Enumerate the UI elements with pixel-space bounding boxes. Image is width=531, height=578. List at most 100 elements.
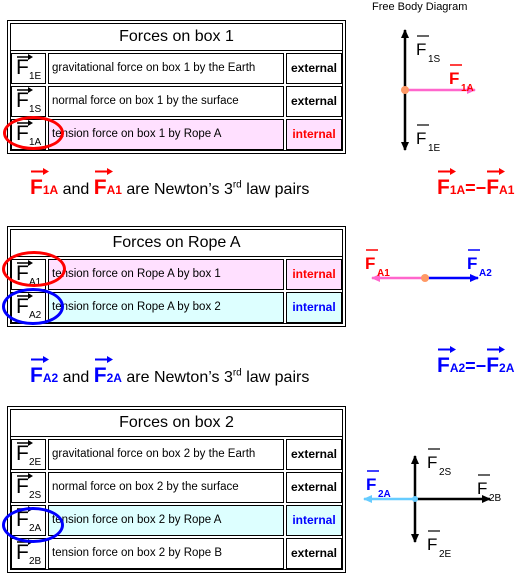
force-description: tension force on Rope A by box 1 [48, 259, 284, 290]
force-letter: F [93, 176, 107, 199]
table-row: F 2B tension force on box 2 by Rope B ex… [11, 536, 342, 569]
force-description: gravitational force on box 2 by the Eart… [48, 439, 284, 470]
force-letter: F [449, 69, 459, 88]
object-dot [401, 86, 409, 94]
force-letter: F [416, 129, 426, 148]
force-letter: F [486, 176, 500, 199]
force-kind: external [286, 53, 342, 84]
fbd-title: Free Body Diagram [372, 1, 468, 13]
force-subscript: 1E [428, 143, 441, 154]
force-kind: internal [286, 119, 342, 150]
force-subscript: 1S [428, 54, 441, 65]
vector-arrow-icon [94, 356, 113, 363]
force-letter: F [467, 254, 477, 273]
force-letter: F [416, 40, 426, 59]
force-subscript: A2 [42, 371, 59, 385]
force-description: tension force on box 1 by Rope A [48, 119, 284, 150]
force-description: tension force on box 2 by Rope A [48, 505, 284, 536]
force-kind: external [286, 439, 342, 470]
table-row: F 2E gravitational force on box 2 by the… [11, 437, 342, 470]
force-letter: F [365, 254, 375, 273]
vector-arrow-icon [487, 168, 506, 175]
force-letter: F [30, 176, 43, 199]
vector-arrow-icon [31, 356, 49, 363]
force-symbol: F 2B [11, 538, 46, 569]
force-letter: F [16, 541, 29, 564]
object-dot [421, 274, 429, 282]
force-letter: F [437, 176, 450, 199]
force-subscript: A1 [499, 183, 515, 197]
force-subscript: 1A [42, 183, 59, 197]
vector-arrow-icon [487, 346, 506, 353]
force-kind: external [286, 472, 342, 503]
force-kind: external [286, 538, 342, 569]
panel-title: Forces on Rope A [11, 230, 342, 257]
force-subscript: 2E [439, 549, 452, 560]
law-tail: law pairs [246, 181, 310, 198]
force-kind: internal [286, 505, 342, 536]
force-description: normal force on box 2 by the surface [48, 472, 284, 503]
fbd-rope-a: F A1 F A2 [365, 249, 492, 282]
force-subscript: A1 [106, 183, 122, 197]
force-subscript: 2A [106, 371, 122, 385]
force-letter: F [93, 364, 107, 387]
vector-left: F1A [30, 168, 59, 200]
fbd-box1: F 1S F 1E F 1A [401, 29, 476, 154]
force-letter: F [16, 56, 29, 79]
and-text: and [62, 369, 90, 386]
object-dot [412, 496, 418, 502]
force-symbol: F 1S [11, 86, 46, 117]
force-subscript: 2A [499, 361, 515, 375]
ordinal-sup: rd [232, 179, 242, 191]
vector-right: FA1 [486, 168, 515, 200]
force-subscript: 1A [449, 183, 466, 197]
vector-left: F1A [437, 168, 466, 200]
law-tail: law pairs [246, 369, 310, 386]
vector-arrow-icon [31, 168, 49, 175]
force-subscript: 2E [29, 457, 42, 468]
equals-minus: =− [465, 356, 487, 376]
highlight-oval-red [2, 251, 66, 287]
vector-arrow-icon [94, 168, 113, 175]
vector-left: FA2 [30, 356, 59, 388]
force-subscript: 2S [29, 490, 42, 501]
force-subscript: 1E [29, 71, 42, 82]
vector-right: FA1 [93, 168, 122, 200]
panel-title: Forces on box 1 [11, 24, 342, 51]
equation-2: FA2=− F2A [437, 346, 515, 378]
vector-right: F2A [486, 346, 515, 378]
table-row: F 1S normal force on box 1 by the surfac… [11, 84, 342, 117]
force-description: tension force on box 2 by Rope B [48, 538, 284, 569]
ordinal-sup: rd [232, 367, 242, 379]
force-letter: F [427, 453, 437, 472]
force-letter: F [16, 89, 29, 112]
vector-arrow-icon [17, 473, 33, 479]
table-row: F A1 tension force on Rope A by box 1 in… [11, 257, 342, 290]
vector-arrow-icon [17, 87, 33, 93]
force-letter: F [16, 442, 29, 465]
force-letter: F [366, 475, 376, 494]
law-text: are Newton’s 3 [126, 369, 233, 386]
vector-right: F2A [93, 356, 122, 388]
force-subscript: 2B [29, 556, 42, 567]
force-symbol: F 1E [11, 53, 46, 84]
highlight-oval-blue [2, 507, 64, 543]
vector-arrow-icon [17, 440, 33, 446]
force-subscript: A2 [449, 361, 466, 375]
force-description: normal force on box 1 by the surface [48, 86, 284, 117]
force-letter: F [16, 475, 29, 498]
force-kind: internal [286, 259, 342, 290]
law-pair-1: F1A and FA1 are Newton’s 3rd law pairs [30, 168, 310, 200]
force-kind: external [286, 86, 342, 117]
force-subscript: 2A [378, 489, 391, 500]
force-symbol: F 2S [11, 472, 46, 503]
law-text: are Newton’s 3 [126, 181, 233, 198]
vector-left: FA2 [437, 346, 466, 378]
force-subscript: 1S [29, 104, 42, 115]
table-row: F 2S normal force on box 2 by the surfac… [11, 470, 342, 503]
force-description: tension force on Rope A by box 2 [48, 292, 284, 323]
table-row: F 1E gravitational force on box 1 by the… [11, 51, 342, 84]
equals-minus: =− [465, 178, 487, 198]
force-subscript: 2B [489, 493, 502, 504]
